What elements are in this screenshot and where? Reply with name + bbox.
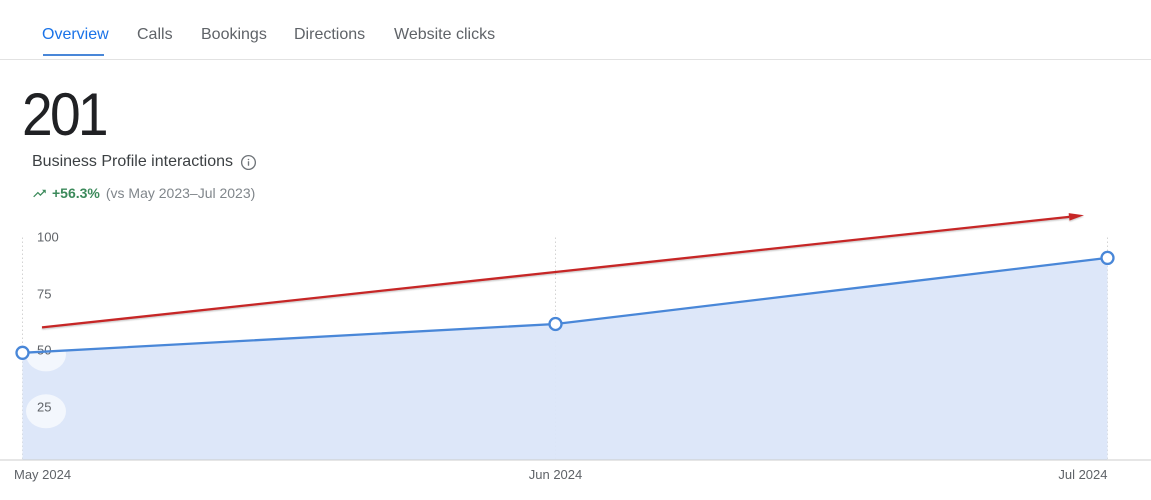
svg-text:Jul 2024: Jul 2024 [1058, 467, 1107, 482]
svg-text:75: 75 [37, 286, 51, 301]
svg-text:50: 50 [37, 342, 51, 357]
svg-text:100: 100 [37, 230, 59, 245]
svg-text:May 2024: May 2024 [14, 467, 71, 482]
svg-text:Jun 2024: Jun 2024 [529, 467, 583, 482]
svg-text:25: 25 [37, 399, 51, 414]
